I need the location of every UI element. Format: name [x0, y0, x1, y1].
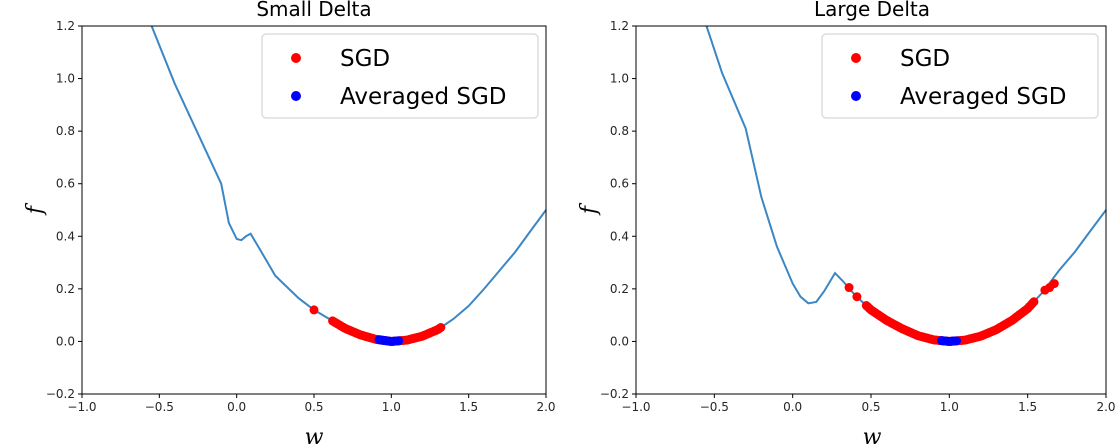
- x-tick-label: 0.0: [227, 400, 246, 414]
- sgd-point: [436, 322, 446, 332]
- y-tick-label: 0.2: [610, 282, 629, 296]
- legend-label: SGD: [340, 46, 390, 72]
- legend-label: SGD: [900, 46, 950, 72]
- y-tick-label: 1.2: [610, 19, 629, 33]
- y-axis-label: f: [577, 202, 602, 216]
- x-tick-label: 1.5: [459, 400, 478, 414]
- x-tick-label: 0.0: [783, 400, 802, 414]
- x-tick-label: 0.5: [861, 400, 880, 414]
- x-tick-label: −0.5: [145, 400, 174, 414]
- y-axis-label: f: [23, 202, 48, 216]
- y-tick-label: 0.0: [56, 334, 75, 348]
- legend-marker: [851, 91, 861, 101]
- x-tick-label: 1.5: [1018, 400, 1037, 414]
- y-tick-label: 0.2: [56, 282, 75, 296]
- y-tick-label: 0.4: [56, 229, 75, 243]
- x-tick-label: 2.0: [1096, 400, 1115, 414]
- plot-area: −1.0 −0.5 0.0 0.5 1.0 1.5 2.0 −0.2 0.0 0.2 0.4 0.6 0…: [600, 19, 1116, 414]
- y-tick-label: 1.2: [56, 19, 75, 33]
- y-tick-label: 0.0: [610, 334, 629, 348]
- x-tick-label: 1.0: [940, 400, 959, 414]
- chart-title: Small Delta: [256, 0, 371, 21]
- y-tick-label: 0.8: [610, 124, 629, 138]
- legend-label: Averaged SGD: [340, 84, 507, 110]
- legend-marker: [291, 91, 301, 101]
- x-tick-label: 0.5: [304, 400, 323, 414]
- sgd-point: [852, 292, 862, 302]
- y-tick-label: 1.0: [610, 72, 629, 86]
- averaged-sgd-point: [952, 336, 962, 346]
- y-tick-label: 0.8: [56, 124, 75, 138]
- sgd-point: [844, 283, 854, 293]
- x-tick-label: 1.0: [382, 400, 401, 414]
- legend-marker: [851, 53, 861, 63]
- legend-marker: [291, 53, 301, 63]
- x-axis-label: w: [863, 425, 882, 448]
- y-tick-label: 0.4: [610, 229, 629, 243]
- y-tick-label: −0.2: [600, 387, 629, 401]
- x-tick-label: −1.0: [621, 400, 650, 414]
- legend-label: Averaged SGD: [900, 84, 1067, 110]
- panel-large-delta: Large Delta w f −1.0 −0.5 0.0 0.5 1.0 1.5 2.0−…: [577, 0, 1116, 448]
- x-tick-label: 2.0: [536, 400, 555, 414]
- x-axis-label: w: [305, 425, 324, 448]
- legend-box: [821, 33, 1099, 119]
- sgd-point: [1029, 297, 1039, 307]
- panel-small-delta: Small Delta w f −1.0 −0.5 0.0 0.5 1.0 1.5 2.0−…: [23, 0, 556, 448]
- y-tick-label: −0.2: [46, 387, 75, 401]
- sgd-point: [309, 305, 319, 315]
- x-tick-label: −0.5: [700, 400, 729, 414]
- legend-box: [261, 33, 539, 119]
- sgd-point: [1049, 279, 1059, 289]
- x-tick-label: −1.0: [67, 400, 96, 414]
- chart-title: Large Delta: [814, 0, 930, 21]
- y-tick-label: 0.6: [56, 177, 75, 191]
- plot-area: −1.0 −0.5 0.0 0.5 1.0 1.5 2.0 −0.2 0.0 0.2 0.4 0.6 0…: [46, 19, 556, 414]
- y-tick-label: 1.0: [56, 72, 75, 86]
- averaged-sgd-point: [394, 336, 404, 346]
- y-tick-label: 0.6: [610, 177, 629, 191]
